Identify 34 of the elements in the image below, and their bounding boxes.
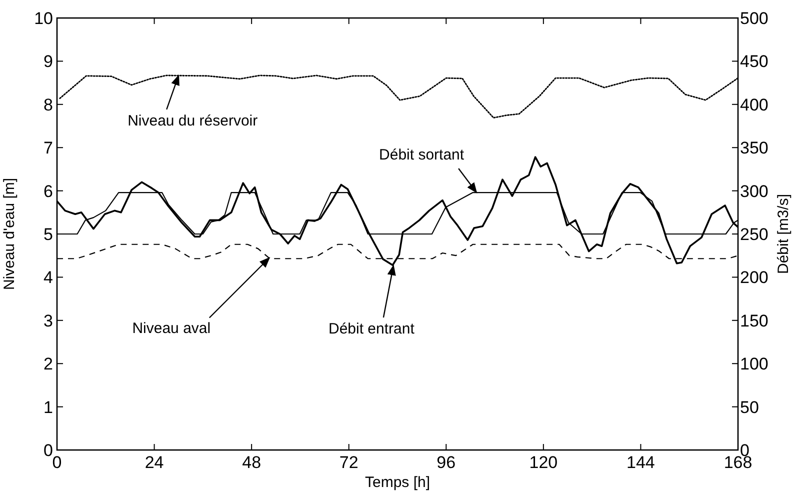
y2-tick-label: 500: [740, 8, 768, 28]
x-tick-label: 24: [144, 453, 164, 472]
x-axis-title: Temps [h]: [364, 474, 430, 491]
y-tick-label: 0: [44, 440, 53, 460]
y-tick-label: 9: [44, 52, 53, 72]
y-tick-label: 5: [44, 224, 53, 244]
y2-tick-label: 50: [740, 398, 759, 417]
y-tick-label: 8: [44, 95, 53, 114]
annotation: Niveau aval: [132, 320, 211, 337]
x-tick-label: 48: [242, 453, 262, 472]
y2-tick-label: 400: [740, 95, 768, 114]
y-tick-label: 4: [44, 268, 53, 288]
x-tick-label: 96: [436, 453, 456, 472]
y-tick-label: 7: [44, 138, 53, 158]
x-tick-label: 144: [626, 453, 655, 472]
y2-tick-label: 100: [740, 354, 768, 374]
y2-tick-label: 350: [740, 138, 768, 158]
y-tick-label: 10: [34, 8, 53, 28]
annotation: Niveau du réservoir: [128, 112, 258, 130]
y-axis-title: Niveau d'eau [m]: [1, 178, 18, 290]
y-tick-label: 1: [44, 398, 53, 417]
x-tick-label: 120: [529, 453, 558, 472]
y-tick-label: 3: [44, 311, 53, 330]
x-tick-label: 72: [339, 453, 358, 472]
y-tick-label: 6: [44, 182, 53, 201]
y2-axis-title: Débit [m3/s]: [775, 194, 792, 274]
y2-tick-label: 200: [740, 268, 768, 288]
annotation: Débit entrant: [328, 320, 416, 338]
y2-tick-label: 450: [740, 52, 768, 72]
y2-tick-label: 250: [740, 224, 768, 244]
annotation: Débit sortant: [379, 146, 465, 164]
y2-tick-label: 300: [740, 182, 768, 201]
y2-tick-label: 150: [740, 311, 768, 330]
y-tick-label: 2: [44, 354, 53, 374]
